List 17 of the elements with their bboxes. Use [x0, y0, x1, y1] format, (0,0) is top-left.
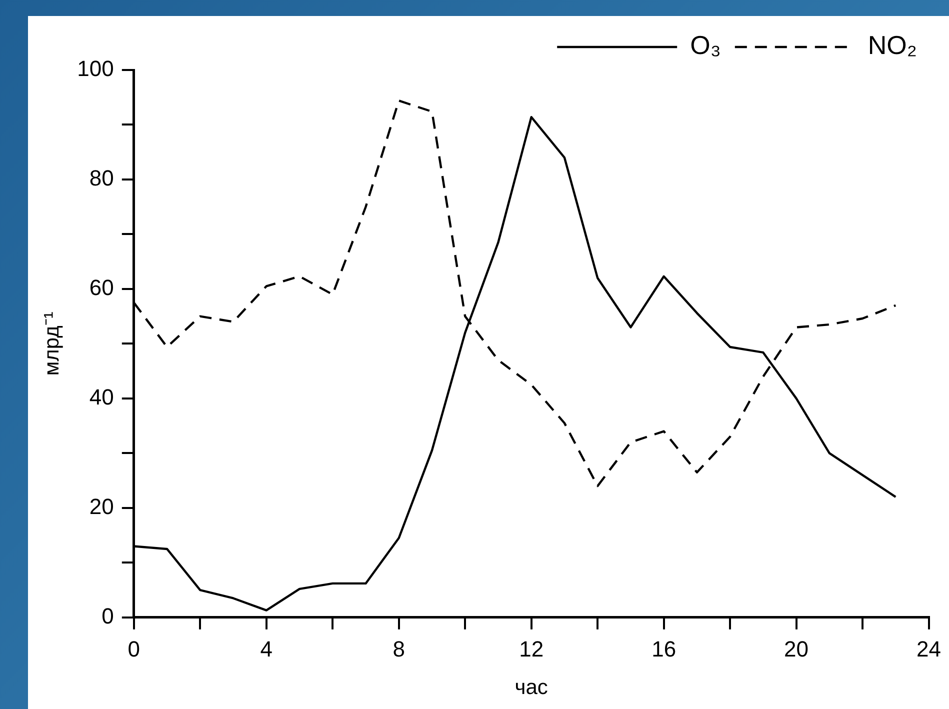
y-tick-label: 0	[102, 603, 114, 628]
legend-label: NO₂	[868, 30, 917, 60]
y-tick-label: 20	[89, 494, 114, 519]
y-tick-label: 40	[89, 384, 114, 410]
x-tick-label: 24	[916, 636, 942, 662]
legend-label: O₃	[690, 30, 721, 60]
x-tick-label: 0	[128, 636, 140, 662]
y-tick-label: 80	[89, 166, 114, 191]
x-tick-label: 8	[392, 636, 405, 662]
y-tick-label: 100	[77, 56, 114, 82]
x-tick-label: 12	[519, 636, 544, 662]
x-tick-label: 20	[784, 636, 809, 662]
y-tick-label: 60	[89, 275, 114, 300]
x-tick-label: 16	[652, 636, 676, 662]
x-axis-title: час	[514, 676, 548, 700]
y-axis-title: млрд⁻¹	[40, 312, 64, 376]
x-tick-label: 4	[260, 636, 273, 662]
